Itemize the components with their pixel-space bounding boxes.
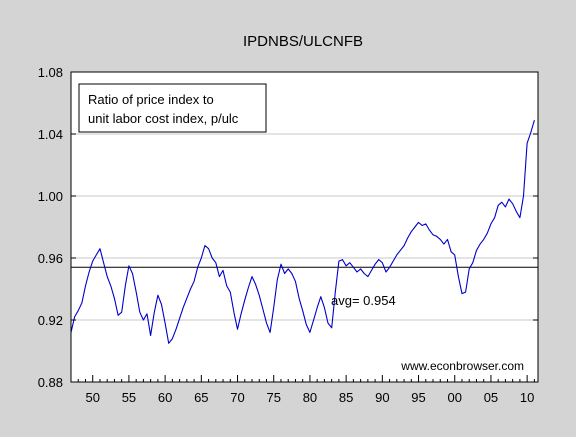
legend-box: Ratio of price index to unit labor cost …: [78, 83, 267, 133]
y-tick-label: 0.92: [38, 313, 63, 328]
x-tick-label: 55: [122, 390, 136, 405]
plot-border: [70, 71, 539, 383]
y-tick-label: 1.08: [38, 65, 63, 80]
y-tick-label: 0.96: [38, 251, 63, 266]
legend-line-2: unit labor cost index, p/ulc: [88, 111, 239, 126]
plot-border-layer: [70, 71, 539, 383]
x-tick-label: 85: [339, 390, 353, 405]
watermark: www.econbrowser.com: [400, 359, 524, 373]
legend-frame: [78, 83, 267, 133]
series-layer: [70, 119, 535, 344]
x-tick-label: 65: [194, 390, 208, 405]
x-tick-label: 10: [520, 390, 534, 405]
y-axis-ticks: 0.88 0.92 0.96 1.00 1.04 1.08: [38, 65, 538, 390]
x-tick-label: 50: [85, 390, 99, 405]
series-line-0: [70, 119, 535, 344]
x-tick-label: 00: [448, 390, 462, 405]
x-tick-label: 75: [266, 390, 280, 405]
x-tick-label: 90: [375, 390, 389, 405]
x-tick-label: 70: [230, 390, 244, 405]
grid-layer: [71, 133, 538, 321]
x-tick-label: 80: [303, 390, 317, 405]
x-tick-label: 60: [158, 390, 172, 405]
y-tick-label: 1.04: [38, 127, 63, 142]
y-tick-label: 1.00: [38, 189, 63, 204]
x-tick-label: 95: [411, 390, 425, 405]
average-label: avg= 0.954: [331, 293, 396, 308]
chart-title: IPDNBS/ULCNFB: [243, 33, 363, 50]
y-tick-label: 0.88: [38, 375, 63, 390]
x-axis-ticks: 50 55 60 65 70 75 80 85 90 95 00 05 10: [70, 375, 535, 405]
legend-line-1: Ratio of price index to: [88, 92, 214, 107]
x-tick-label: 05: [484, 390, 498, 405]
